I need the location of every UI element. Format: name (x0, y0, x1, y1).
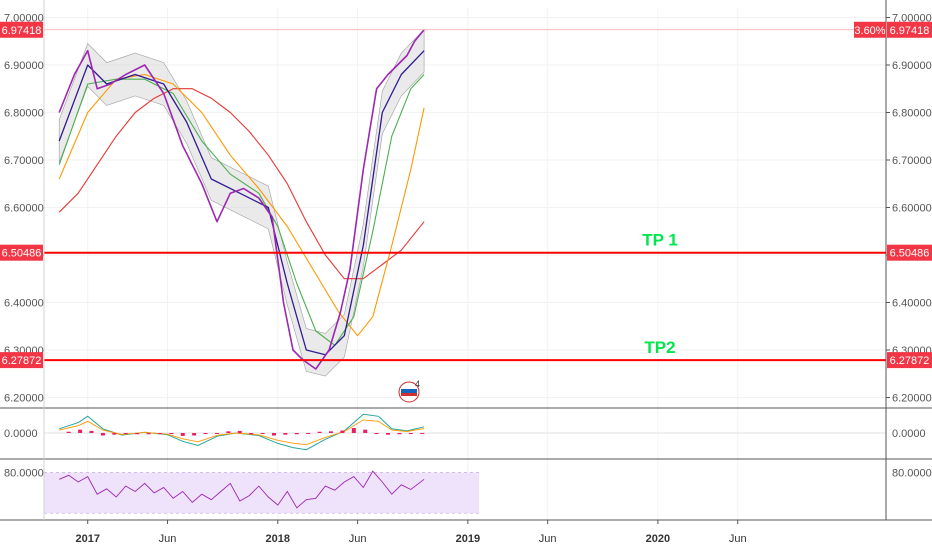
last-price-change-tag-bg (854, 21, 886, 38)
level-annotation: TP 1 (642, 231, 678, 250)
y-tick-label-left: 6.40000 (4, 298, 44, 310)
y-tick-label-left: 0.0000 (4, 428, 38, 440)
histogram-bar (112, 433, 117, 435)
y-tick-label-left: 80.0000 (4, 468, 44, 480)
flag-stripe-red (401, 393, 417, 396)
x-tick-label: Jun (349, 533, 367, 545)
last-price-tag-right: 6.97418 (890, 25, 930, 37)
histogram-bar (271, 433, 276, 436)
level-tag-left: 6.50486 (2, 248, 42, 260)
histogram-bar (135, 433, 140, 435)
histogram-bar (374, 433, 379, 434)
level-tag-right: 6.27872 (890, 355, 930, 367)
histogram-bar (386, 433, 391, 435)
price-tags: 6.97418 6.97418 3.60% 6.50486 6.50486 6.27872… (0, 21, 932, 369)
histogram-bar (100, 433, 105, 436)
histogram-bar (203, 433, 208, 434)
price-series-group (44, 29, 886, 370)
histogram-bar (420, 433, 425, 434)
histogram-bar (192, 433, 197, 436)
histogram-bar (123, 433, 128, 434)
level-tag-left-bg (0, 352, 43, 369)
y-tick-label-left: 7.00000 (4, 13, 44, 25)
time-axis: 2017 Jun 2018 Jun 2019 Jun 2020 Jun (75, 520, 747, 545)
y-tick-label-left: 6.70000 (4, 155, 44, 167)
x-tick-label: Jun (159, 533, 177, 545)
last-price-tag-left: 6.97418 (2, 25, 42, 37)
oscillator-2-pane (44, 470, 480, 514)
histogram-bar (78, 429, 83, 433)
y-tick-label-left: 6.80000 (4, 108, 44, 120)
y-tick-label-right: 6.60000 (892, 203, 932, 215)
x-tick-label: Jun (729, 533, 747, 545)
last-price-tag-right-bg (887, 21, 932, 38)
flag-stripes (401, 389, 417, 395)
histogram-bar (363, 429, 368, 433)
x-tick-label: 2018 (266, 533, 290, 545)
level-tag-left: 6.27872 (2, 355, 42, 367)
oscillator-1-pane (44, 413, 886, 451)
histogram-bar (397, 433, 402, 435)
series-line-mid-ma (58, 74, 425, 346)
histogram-bar (214, 433, 219, 434)
volatility-band-area (58, 28, 425, 377)
horizontal-levels[interactable]: TP 1 TP2 (44, 231, 886, 362)
level-tag-right: 6.50486 (890, 248, 930, 260)
last-price-tag-left-bg (0, 21, 43, 38)
y-tick-label-right: 6.40000 (892, 298, 932, 310)
volatility-band (58, 28, 425, 377)
series-line-long-ma (58, 88, 425, 280)
oscillator-1-signal (59, 419, 425, 446)
histogram-bar (237, 430, 242, 433)
x-tick-label: 2017 (75, 533, 99, 545)
y-tick-label-right: 7.00000 (892, 13, 932, 25)
oscillator-2-band (44, 472, 480, 514)
signal-badge-count: 4 (415, 379, 420, 389)
y-tick-label-right: 80.0000 (892, 468, 932, 480)
x-tick-label: Jun (539, 533, 557, 545)
y-tick-label-right: 6.20000 (892, 393, 932, 405)
level-annotation: TP2 (644, 338, 675, 357)
level-tag-right-bg (887, 352, 932, 369)
histogram-bar (306, 433, 311, 434)
histogram-bar (89, 430, 94, 433)
y-tick-label-left: 6.20000 (4, 393, 44, 405)
histogram-bar (169, 433, 174, 434)
y-tick-label-left: 6.60000 (4, 203, 44, 215)
x-tick-label: 2019 (456, 533, 480, 545)
histogram-bar (226, 431, 231, 433)
histogram-bar (66, 431, 71, 433)
histogram-bar (317, 431, 322, 433)
level-tag-left-bg (0, 244, 43, 261)
y-tick-label-left: 6.90000 (4, 60, 44, 72)
histogram-bar (157, 433, 162, 434)
histogram-bar (146, 433, 151, 435)
y-tick-label-right: 6.70000 (892, 155, 932, 167)
y-tick-label-right: 6.90000 (892, 60, 932, 72)
oscillator-2-line (59, 470, 425, 509)
series-line-price (58, 29, 425, 370)
histogram-bar (260, 433, 265, 434)
series-line-fast-ma (58, 50, 425, 356)
pane-frames (0, 0, 932, 521)
histogram-bar (408, 433, 413, 434)
x-tick-label: 2020 (646, 533, 670, 545)
y-tick-label-right: 0.0000 (892, 428, 926, 440)
signal-badge[interactable]: 4 (398, 379, 420, 403)
y-tick-label-right: 6.80000 (892, 108, 932, 120)
histogram-bar (283, 433, 288, 435)
histogram-bar (249, 433, 254, 435)
histogram-bar (340, 430, 345, 433)
histogram-bar (351, 428, 356, 433)
histogram-bar (329, 431, 334, 433)
histogram-bar (180, 433, 185, 436)
histogram-bar (294, 433, 299, 435)
last-price-change-tag: 3.60% (854, 25, 885, 37)
series-line-slow-ma (58, 73, 425, 337)
level-tag-right-bg (887, 244, 932, 261)
